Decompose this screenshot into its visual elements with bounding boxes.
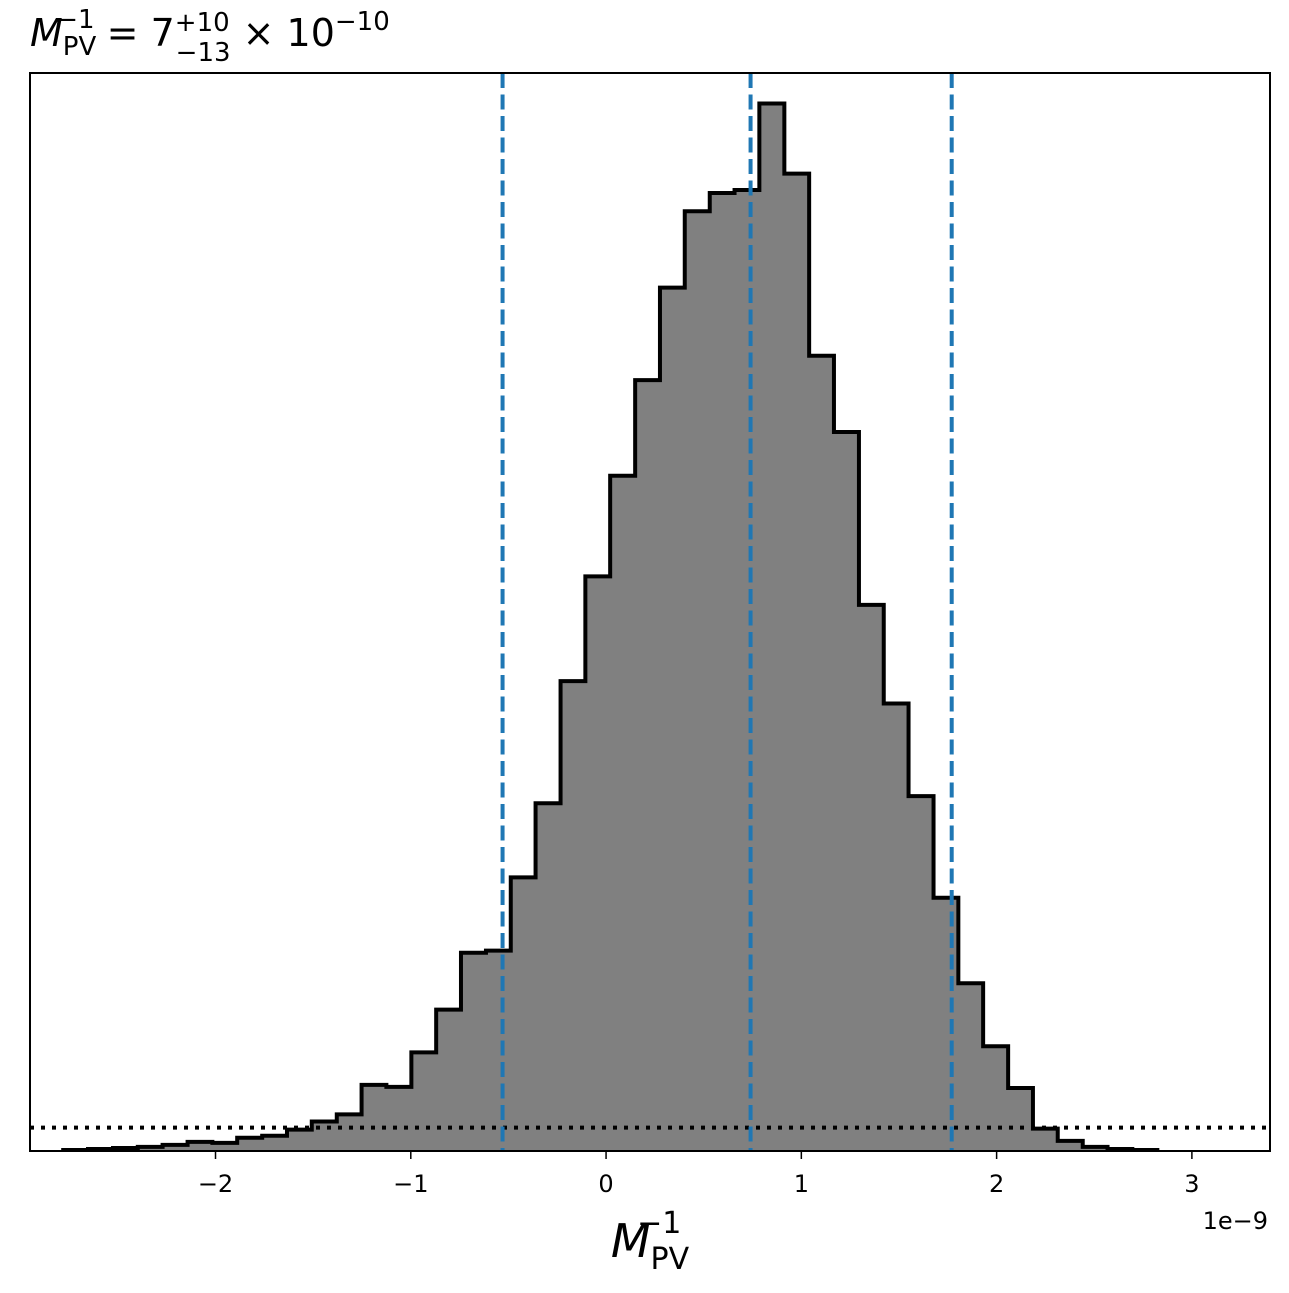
histogram-bar [336,1114,363,1151]
histogram-bar [510,877,537,1151]
histogram-bar [858,604,885,1151]
histogram-bar [237,1137,263,1151]
histogram-bar [610,475,636,1152]
x-axis-ticks: −2 −1 0 1 2 3 [198,1151,1200,1198]
histogram-bar [1057,1140,1084,1151]
histogram-bar [386,1086,412,1151]
histogram-bar [187,1141,213,1151]
x-offset-text: 1e−9 [1203,1207,1268,1235]
histogram-bars [63,103,1158,1152]
histogram-bar [162,1144,189,1151]
x-tick-label: 0 [598,1170,613,1198]
chart-title: MPV−1 = 7+10 −13 × 10−10 [30,5,390,68]
histogram-bar [560,681,586,1151]
histogram-bar [983,1046,1009,1151]
histogram-bar [684,211,711,1151]
histogram-bar [535,803,562,1151]
histogram-bar [1032,1128,1059,1151]
histogram-bar [1008,1087,1034,1151]
x-tick-label: −1 [393,1170,428,1198]
x-axis-label: MPV−1 [611,1206,690,1277]
histogram-bar [212,1142,238,1151]
histogram-bar [286,1129,313,1151]
histogram-bar [709,193,736,1151]
histogram-bar [436,1009,462,1151]
histogram-bar [908,796,935,1151]
x-tick-label: −2 [198,1170,233,1198]
reference-lines [30,73,1270,1151]
x-tick-label: 2 [989,1170,1004,1198]
histogram-bar [1082,1146,1109,1151]
histogram-bar [485,950,512,1151]
histogram-bar [958,983,984,1151]
histogram-bar [635,380,661,1151]
x-tick-label: 1 [794,1170,809,1198]
histogram-outline-layer [61,101,1160,1152]
histogram-bar [933,897,959,1151]
histogram-bar [759,103,785,1152]
histogram-bar [809,355,835,1151]
x-tick-label: 3 [1184,1170,1199,1198]
histogram-bar [734,189,760,1152]
histogram-bar [411,1052,437,1151]
histogram-bar [833,431,860,1151]
histogram-bar [137,1146,164,1151]
histogram-bar [311,1121,338,1151]
histogram-bar [585,576,611,1151]
histogram-bar [883,703,910,1151]
histogram-outline [61,101,1160,1152]
histogram-bar [361,1084,387,1151]
plot-frame [29,72,1271,1152]
histogram-bar [784,173,810,1151]
histogram-bar [460,952,487,1151]
histogram-bar [659,287,686,1151]
histogram-bar [262,1135,288,1151]
